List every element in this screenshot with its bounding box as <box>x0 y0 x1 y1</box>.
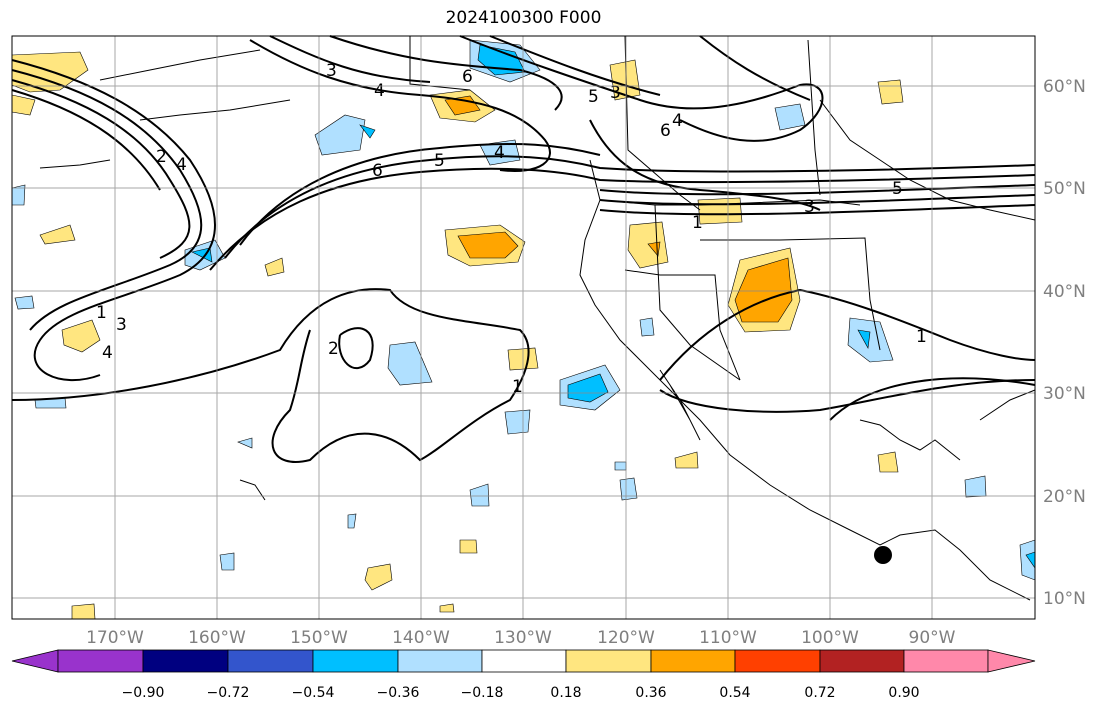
colorbar-tick-label: 0.36 <box>635 685 666 701</box>
latitude-labels: 60°N 50°N 40°N 30°N 20°N 10°N <box>1043 77 1086 609</box>
colorbar-tick-label: −0.72 <box>207 685 250 701</box>
colorbar-extend-low <box>11 649 59 673</box>
colorbar-bin <box>734 649 821 673</box>
colorbar-bin <box>565 649 652 673</box>
longitude-labels: 170°W 160°W 150°W 140°W 130°W 120°W 110°… <box>86 628 956 648</box>
lat-label: 10°N <box>1043 589 1086 609</box>
lat-label: 30°N <box>1043 384 1086 404</box>
contour-label: 6 <box>372 161 383 181</box>
map-title: 2024100300 F000 <box>445 8 602 28</box>
contour-label: 1 <box>916 327 927 347</box>
colorbar-tick-label: 0.54 <box>719 685 750 701</box>
contour-label: 3 <box>326 61 337 81</box>
lon-label: 130°W <box>494 628 552 648</box>
contour-lines <box>11 35 1036 463</box>
contour-label: 1 <box>96 303 107 323</box>
contour-labels: 1 3 4 2 1 6 5 4 6 3 4 5 3 6 4 1 3 5 1 2 … <box>96 61 927 397</box>
coastlines <box>39 35 1036 601</box>
contour-label: 4 <box>176 155 187 175</box>
colorbar-bin <box>903 649 989 673</box>
colorbar-tick-label: −0.18 <box>461 685 504 701</box>
contour-label: 1 <box>692 213 703 233</box>
contour-label: 6 <box>462 67 473 87</box>
colorbar-tick-label: 0.90 <box>888 685 919 701</box>
lon-label: 160°W <box>188 628 246 648</box>
lat-label: 20°N <box>1043 487 1086 507</box>
contour-label: 4 <box>374 81 385 101</box>
lon-label: 120°W <box>597 628 655 648</box>
lon-label: 100°W <box>801 628 859 648</box>
lon-label: 170°W <box>86 628 144 648</box>
lon-label: 150°W <box>290 628 348 648</box>
colorbar-bin <box>227 649 314 673</box>
map-frame <box>11 35 1036 620</box>
lon-label: 90°W <box>909 628 956 648</box>
colorbar-extend-high <box>987 649 1036 673</box>
colorbar-bin <box>142 649 229 673</box>
colorbar-bin <box>819 649 905 673</box>
contour-label: 5 <box>434 151 445 171</box>
contour-label: 6 <box>660 121 671 141</box>
colorbar-bin <box>650 649 736 673</box>
contour-label: 5 <box>588 87 599 107</box>
contour-label: 4 <box>494 143 505 163</box>
contour-label: 5 <box>892 179 903 199</box>
colorbar-labels: −0.90 −0.72 −0.54 −0.36 −0.18 0.18 0.36 … <box>122 685 920 701</box>
contour-label: 4 <box>102 343 113 363</box>
contour-label: 2 <box>328 339 339 359</box>
contour-label: 3 <box>610 83 621 103</box>
colorbar-bin <box>57 649 144 673</box>
contour-label: 4 <box>672 111 683 131</box>
contour-label: 1 <box>512 377 523 397</box>
colorbar-tick-label: −0.90 <box>122 685 165 701</box>
colorbar-bin <box>312 649 399 673</box>
contour-label: 2 <box>156 147 167 167</box>
lat-label: 60°N <box>1043 77 1086 97</box>
colorbar-bin <box>481 649 567 673</box>
lat-label: 40°N <box>1043 282 1086 302</box>
contour-label: 3 <box>116 315 127 335</box>
storm-center-marker <box>874 546 892 564</box>
colorbar-tick-label: −0.54 <box>292 685 335 701</box>
lat-label: 50°N <box>1043 179 1086 199</box>
contour-label: 3 <box>804 197 815 217</box>
lon-label: 110°W <box>699 628 757 648</box>
graticule <box>12 36 1035 619</box>
colorbar-tick-label: 0.72 <box>804 685 835 701</box>
colorbar-tick-label: −0.36 <box>377 685 420 701</box>
colorbar-tick-label: 0.18 <box>550 685 581 701</box>
colorbar-bin <box>397 649 483 673</box>
lon-label: 140°W <box>392 628 450 648</box>
colorbar <box>11 649 1036 673</box>
